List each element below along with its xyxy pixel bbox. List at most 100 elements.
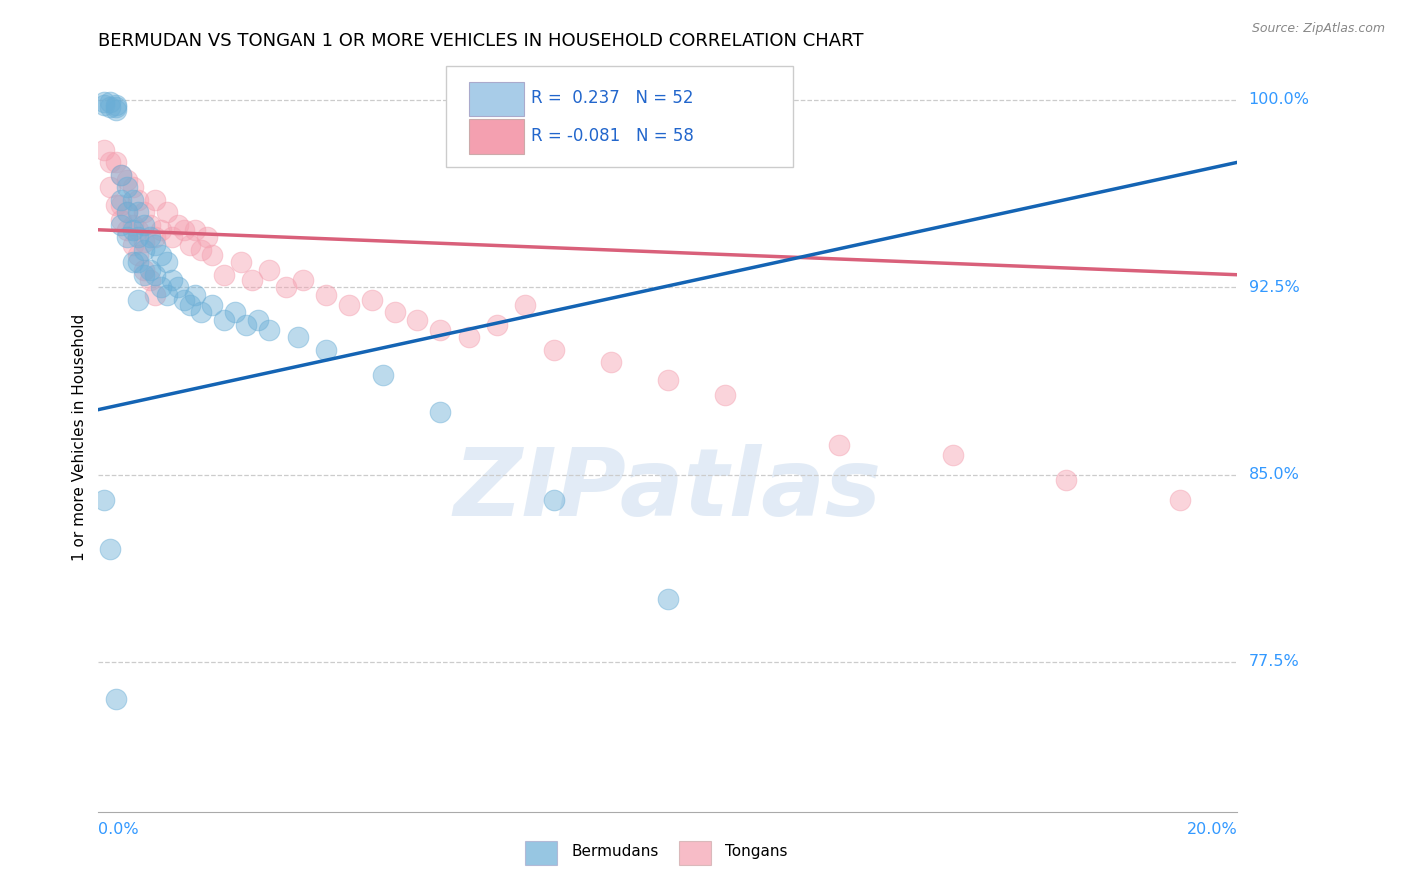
Point [543, 492, 565, 507]
Point [384, 305, 406, 319]
Point [110, 168, 132, 182]
Point [360, 293, 382, 307]
FancyBboxPatch shape [468, 120, 524, 153]
Y-axis label: 1 or more Vehicles in Household: 1 or more Vehicles in Household [72, 313, 87, 561]
Point [98, 95, 121, 110]
Point [132, 235, 155, 250]
Point [201, 248, 224, 262]
Point [121, 255, 143, 269]
Point [127, 193, 149, 207]
Text: 20.0%: 20.0% [1187, 822, 1237, 837]
Point [1056, 473, 1078, 487]
Bar [526, 841, 557, 865]
Point [104, 198, 127, 212]
Point [93, 143, 115, 157]
Point [110, 212, 132, 227]
Point [224, 305, 246, 319]
Point [486, 318, 509, 332]
Bar [679, 841, 711, 865]
Point [127, 293, 149, 307]
Point [115, 180, 138, 194]
Point [429, 405, 451, 419]
Text: R = -0.081   N = 58: R = -0.081 N = 58 [531, 127, 695, 145]
FancyBboxPatch shape [468, 82, 524, 116]
Text: Source: ZipAtlas.com: Source: ZipAtlas.com [1251, 22, 1385, 36]
Point [315, 343, 337, 357]
Point [115, 205, 138, 219]
Point [515, 298, 537, 312]
Point [138, 230, 160, 244]
Point [145, 268, 167, 282]
Point [156, 205, 179, 219]
FancyBboxPatch shape [446, 66, 793, 168]
Point [127, 223, 149, 237]
Point [132, 243, 155, 257]
Point [115, 230, 138, 244]
Point [110, 218, 132, 232]
Text: BERMUDAN VS TONGAN 1 OR MORE VEHICLES IN HOUSEHOLD CORRELATION CHART: BERMUDAN VS TONGAN 1 OR MORE VEHICLES IN… [98, 32, 863, 50]
Text: 92.5%: 92.5% [1249, 280, 1299, 294]
Point [212, 312, 235, 326]
Point [127, 255, 149, 269]
Point [162, 230, 184, 244]
Point [1170, 492, 1192, 507]
Point [828, 437, 851, 451]
Point [132, 268, 155, 282]
Text: R =  0.237   N = 52: R = 0.237 N = 52 [531, 89, 693, 107]
Point [167, 280, 190, 294]
Point [457, 330, 479, 344]
Point [195, 230, 218, 244]
Point [600, 355, 623, 369]
Point [121, 180, 143, 194]
Point [127, 205, 149, 219]
Point [93, 95, 115, 110]
Point [259, 262, 281, 277]
Point [190, 305, 212, 319]
Point [98, 542, 121, 557]
Point [162, 273, 184, 287]
Point [246, 312, 269, 326]
Text: Tongans: Tongans [725, 844, 787, 859]
Point [179, 237, 201, 252]
Point [132, 218, 155, 232]
Point [115, 205, 138, 219]
Point [173, 223, 195, 237]
Point [235, 318, 257, 332]
Point [138, 218, 160, 232]
Point [429, 323, 451, 337]
Point [714, 387, 737, 401]
Point [98, 155, 121, 169]
Point [657, 592, 679, 607]
Point [121, 193, 143, 207]
Point [337, 298, 360, 312]
Point [156, 255, 179, 269]
Point [150, 248, 173, 262]
Point [121, 218, 143, 232]
Text: 0.0%: 0.0% [98, 822, 139, 837]
Point [127, 248, 149, 262]
Point [110, 168, 132, 182]
Point [167, 218, 190, 232]
Point [173, 293, 195, 307]
Point [150, 223, 173, 237]
Point [98, 180, 121, 194]
Point [110, 198, 132, 212]
Point [104, 98, 127, 112]
Point [184, 223, 207, 237]
Point [104, 692, 127, 706]
Point [104, 155, 127, 169]
Point [145, 287, 167, 301]
Point [942, 448, 965, 462]
Point [104, 103, 127, 117]
Point [127, 230, 149, 244]
Point [93, 98, 115, 112]
Point [145, 230, 167, 244]
Point [201, 298, 224, 312]
Point [145, 237, 167, 252]
Point [138, 273, 160, 287]
Point [145, 193, 167, 207]
Point [115, 173, 138, 187]
Text: 77.5%: 77.5% [1249, 655, 1299, 669]
Point [259, 323, 281, 337]
Point [373, 368, 395, 382]
